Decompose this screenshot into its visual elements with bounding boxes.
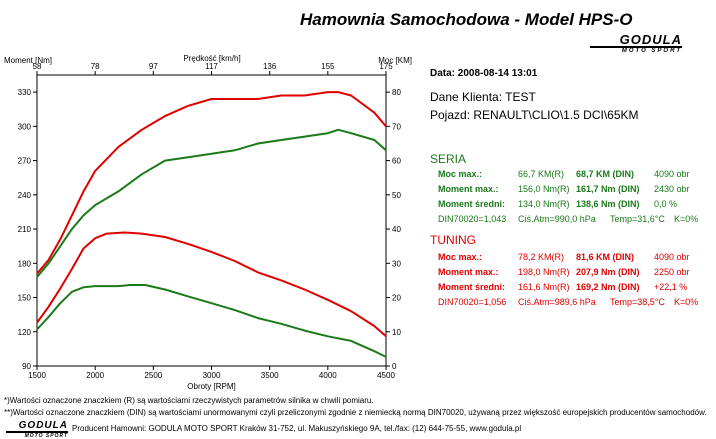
y2-tick-label: 10: [392, 328, 401, 337]
y-tick-label: 330: [18, 88, 32, 97]
godula-logo-footer: GODULA MOTO SPORT: [6, 421, 68, 439]
tuning-torque-rpm: 2250 obr: [654, 267, 690, 277]
tuning-avg-din: 169,2 Nm (DIN): [576, 282, 640, 292]
x-tick-label: 3500: [261, 371, 279, 380]
tuning-k: K=0%: [674, 297, 699, 307]
series-line-0: [36, 231, 387, 338]
chart-lines: [36, 91, 387, 358]
top-tick-label: 97: [149, 62, 158, 71]
y2-tick-label: 70: [392, 122, 401, 131]
footnote-r: *)Wartości oznaczone znaczkiem (R) są wa…: [4, 396, 374, 405]
client-name: Dane Klienta: TEST: [430, 90, 536, 104]
x-tick-label: 4000: [319, 371, 337, 380]
y-tick-label: 120: [18, 328, 32, 337]
x-tick-label: 1500: [28, 371, 46, 380]
y-tick-label: 180: [18, 259, 32, 268]
y-tick-label: 300: [18, 122, 32, 131]
x-tick-label: 3000: [203, 371, 221, 380]
logo-word: GODULA: [590, 33, 682, 48]
tuning-power-label: Moc max.:: [438, 252, 483, 262]
series-line-1: [36, 284, 387, 358]
y2-tick-label: 50: [392, 191, 401, 200]
top-tick-label: 58: [33, 62, 42, 71]
tuning-temp: Temp=38,5°C: [610, 297, 665, 307]
logo-sub: MOTO SPORT: [621, 48, 682, 54]
page-title: Hamownia Samochodowa - Model HPS-O: [300, 10, 633, 29]
tuning-atm: Ciś.Atm=989,6 hPa: [518, 297, 596, 307]
seria-avg-raw: 134,0 Nm(R): [518, 199, 570, 209]
tuning-torque-label: Moment max.:: [438, 267, 499, 277]
chart-axes: [33, 71, 390, 370]
y-tick-label: 270: [18, 157, 32, 166]
series-line-2: [36, 91, 387, 275]
plot-frame: [36, 74, 387, 367]
seria-temp: Temp=31,6°C: [610, 214, 665, 224]
x-tick-label: 2000: [86, 371, 104, 380]
top-tick-label: 78: [91, 62, 100, 71]
x-tick-label: 2500: [144, 371, 162, 380]
tuning-title: TUNING: [430, 233, 476, 247]
seria-avg-label: Moment średni:: [438, 199, 506, 209]
top-tick-label: 136: [263, 62, 277, 71]
y-axis-label: Moment [Nm]: [4, 56, 52, 65]
top-tick-label: 175: [379, 62, 393, 71]
tuning-avg-rpm: +22,1 %: [654, 282, 688, 292]
y2-tick-label: 30: [392, 259, 401, 268]
seria-power-raw: 66,7 KM(R): [518, 169, 565, 179]
seria-title: SERIA: [430, 152, 467, 166]
y-tick-label: 240: [18, 191, 32, 200]
y2-tick-label: 60: [392, 157, 401, 166]
tuning-avg-raw: 161,6 Nm(R): [518, 282, 570, 292]
tuning-power-din: 81,6 KM (DIN): [576, 252, 635, 262]
x-tick-label: 4500: [377, 371, 395, 380]
y2-tick-label: 80: [392, 88, 401, 97]
tuning-power-rpm: 4090 obr: [654, 252, 690, 262]
y-tick-label: 150: [18, 294, 32, 303]
series-line-3: [36, 128, 387, 278]
seria-torque-label: Moment max.:: [438, 184, 499, 194]
y-tick-label: 210: [18, 225, 32, 234]
x-axis-label: Obroty [RPM]: [187, 382, 235, 391]
top-tick-label: 117: [205, 62, 218, 71]
seria-avg-rpm: 0,0 %: [654, 199, 678, 209]
measurement-date: Data: 2008-08-14 13:01: [430, 68, 538, 79]
tuning-avg-label: Moment średni:: [438, 282, 506, 292]
top-tick-label: 155: [321, 62, 335, 71]
y2-tick-label: 0: [392, 362, 397, 371]
logo-word-footer: GODULA: [6, 421, 68, 433]
seria-power-rpm: 4090 obr: [654, 169, 690, 179]
seria-atm: Ciś.Atm=990,0 hPa: [518, 214, 596, 224]
seria-power-din: 68,7 KM (DIN): [576, 169, 635, 179]
seria-avg-din: 138,6 Nm (DIN): [576, 199, 640, 209]
seria-torque-din: 161,7 Nm (DIN): [576, 184, 640, 194]
y2-tick-label: 20: [392, 294, 401, 303]
seria-din: DIN70020=1,043: [438, 214, 507, 224]
seria-power-label: Moc max.:: [438, 169, 483, 179]
y2-axis-label: Moc [KM]: [378, 56, 412, 65]
top-axis-label: Prędkość [km/h]: [183, 54, 240, 63]
seria-torque-rpm: 2430 obr: [654, 184, 690, 194]
seria-k: K=0%: [674, 214, 699, 224]
y2-tick-label: 40: [392, 225, 401, 234]
godula-logo: GODULA MOTO SPORT: [590, 33, 682, 54]
footnote-din: **)Wartości oznaczone znaczkiem (DIN) są…: [4, 408, 707, 417]
seria-torque-raw: 156,0 Nm(R): [518, 184, 570, 194]
tuning-torque-din: 207,9 Nm (DIN): [576, 267, 640, 277]
producer-info: Producent Hamowni: GODULA MOTO SPORT Kra…: [72, 424, 522, 433]
tuning-power-raw: 78,2 KM(R): [518, 252, 565, 262]
tuning-din: DIN70020=1,056: [438, 297, 507, 307]
logo-sub-footer: MOTO SPORT: [24, 433, 68, 439]
vehicle-name: Pojazd: RENAULT\CLIO\1.5 DCI\65KM: [430, 108, 639, 122]
y-tick-label: 90: [22, 362, 31, 371]
tuning-torque-raw: 198,0 Nm(R): [518, 267, 570, 277]
